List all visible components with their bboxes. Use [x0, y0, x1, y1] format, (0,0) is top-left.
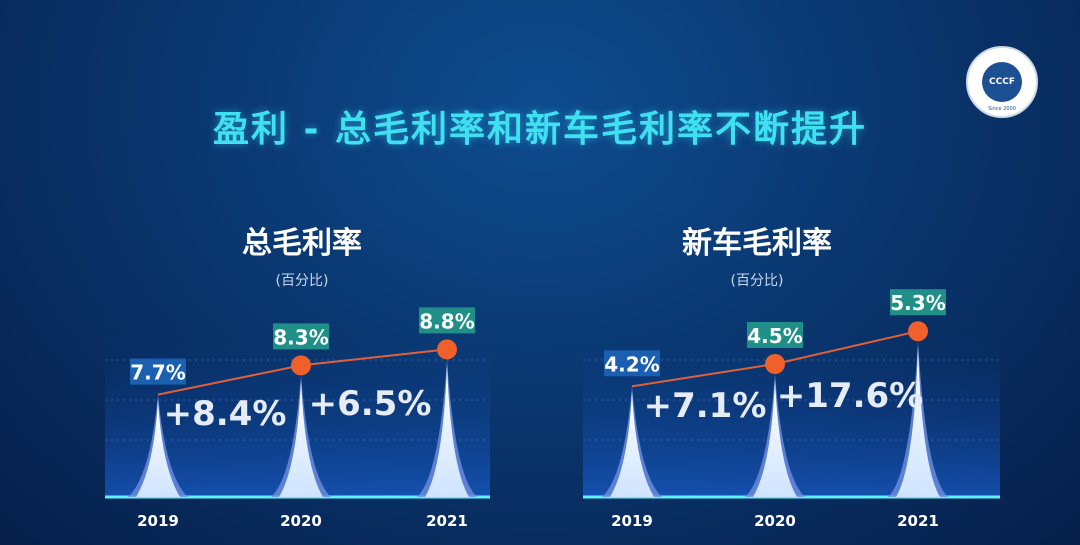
trend-dot	[765, 354, 785, 374]
chart-title-gross-margin: 总毛利率	[242, 226, 362, 261]
growth-label: +7.1%	[644, 386, 767, 426]
x-tick-label: 2019	[137, 512, 179, 530]
value-label-bg	[890, 289, 946, 316]
value-label: 4.2%	[604, 352, 659, 376]
peak-bar	[425, 364, 469, 497]
page-title: 盈利 - 总毛利率和新车毛利率不断提升	[212, 109, 867, 150]
peak-bar	[896, 346, 940, 497]
growth-label: +17.6%	[777, 376, 923, 416]
value-label-bg	[130, 358, 186, 385]
logo-mark: CCCF	[982, 62, 1022, 102]
value-label-bg	[747, 322, 803, 348]
x-tick-label: 2020	[280, 512, 322, 530]
chart-unit-new-car-margin: (百分比)	[730, 273, 784, 289]
growth-label: +8.4%	[164, 394, 287, 434]
value-label: 4.5%	[747, 324, 802, 348]
value-label: 5.3%	[890, 291, 945, 315]
growth-label: +6.5%	[309, 384, 432, 424]
value-label-bg	[273, 323, 329, 350]
peak-bar	[753, 379, 797, 497]
x-tick-label: 2020	[754, 512, 796, 530]
logo-since: Since 2000	[988, 106, 1016, 112]
peak-bar	[610, 391, 654, 497]
trend-dot	[908, 321, 928, 342]
value-label-bg	[419, 307, 475, 334]
value-label: 7.7%	[130, 361, 185, 385]
value-label: 8.8%	[419, 309, 474, 333]
value-label: 8.3%	[273, 325, 328, 349]
chart-title-new-car-margin: 新车毛利率	[682, 226, 832, 261]
trend-dot	[291, 355, 311, 376]
chart-unit-gross-margin: (百分比)	[275, 273, 329, 289]
peak-bar	[136, 399, 180, 497]
logo: CCCF Since 2000	[966, 46, 1038, 118]
x-tick-label: 2019	[611, 512, 653, 530]
peak-bar	[279, 380, 323, 497]
trend-dot	[437, 339, 457, 360]
x-tick-label: 2021	[897, 512, 939, 530]
x-tick-label: 2021	[426, 512, 468, 530]
value-label-bg	[604, 350, 660, 377]
